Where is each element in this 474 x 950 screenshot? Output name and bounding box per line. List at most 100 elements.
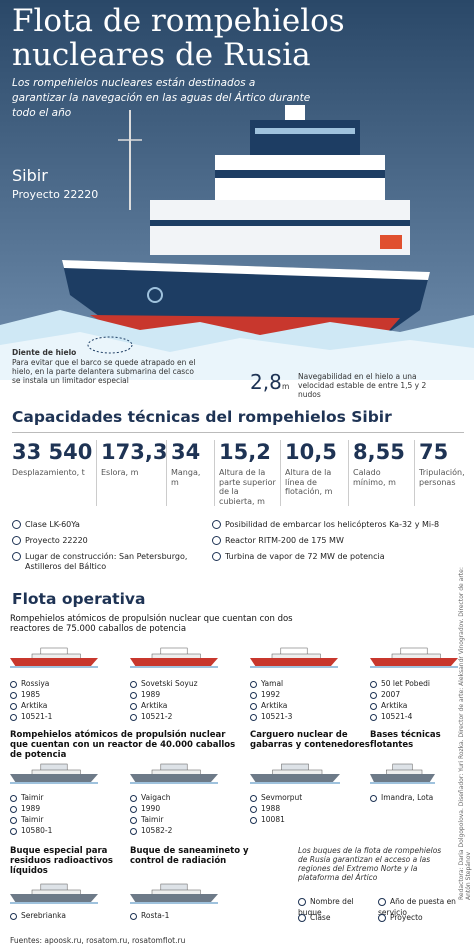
stat-label: Manga, m <box>171 468 201 487</box>
ship-name: Sovetski Soyuz <box>130 678 198 689</box>
ship-project: Proyecto 22220 <box>12 188 99 201</box>
legend-item: Clase <box>298 912 378 923</box>
ship-field-icon <box>250 794 257 802</box>
ship-field-icon <box>10 794 17 802</box>
ship-class-text: Arktika <box>141 701 168 710</box>
legend-icon <box>298 898 306 906</box>
ship-year-text: 1992 <box>261 690 281 699</box>
ship-name-text: 50 let Pobedi <box>381 679 431 688</box>
ship-project: 10582-2 <box>130 825 172 836</box>
ship-field-icon <box>370 691 377 699</box>
ship-class: Arktika <box>130 700 167 711</box>
feature-icon <box>212 520 221 529</box>
stat: 34 Manga, m <box>166 440 214 506</box>
ship-name: Sibir <box>12 166 48 185</box>
legend-icon <box>298 914 306 922</box>
ship-name-text: Imandra, Lota <box>381 793 434 802</box>
ice-tooth-title: Diente de hielo <box>12 348 77 357</box>
fleet-note: Los buques de la flota de rompehielos de… <box>298 846 442 882</box>
ship-name-text: Rossiya <box>21 679 50 688</box>
legend-item: Año de puesta en servicio <box>378 896 458 918</box>
legend-icon <box>378 914 386 922</box>
ship-field-icon <box>370 680 377 688</box>
stat-label: Eslora, m <box>101 468 139 477</box>
ice-tooth-text: Para evitar que el barco se quede atrapa… <box>12 358 196 385</box>
stat-value: 34 <box>171 440 201 464</box>
ship-year: 1985 <box>10 689 40 700</box>
ship-icon <box>10 763 98 784</box>
legend-item: Nombre del buque <box>298 896 378 918</box>
ship-project-text: 10521-4 <box>381 712 413 721</box>
ship-project-text: 10521-1 <box>21 712 53 721</box>
ship-year-text: 2007 <box>381 690 401 699</box>
ship-field-icon <box>250 805 257 813</box>
feature-icon <box>12 536 21 545</box>
ship-name-text: Taimir <box>21 793 44 802</box>
feature-text: Lugar de construcción: San Petersburgo, … <box>25 552 188 571</box>
group-title: Carguero nuclear de gabarras y contenedo… <box>250 730 370 750</box>
stat: 173,3 Eslora, m <box>96 440 168 506</box>
ship-illustration <box>0 105 474 380</box>
ship-field-icon <box>10 912 17 920</box>
stat-value: 10,5 <box>285 440 337 464</box>
feature-text: Proyecto 22220 <box>25 536 88 545</box>
ship-name: Serebrianka <box>10 910 66 921</box>
stats-row: 33 540 Desplazamiento, t 173,3 Eslora, m 34 M… <box>8 440 468 506</box>
ship-project-text: 10521-2 <box>141 712 173 721</box>
ship-year: 1989 <box>10 803 40 814</box>
ship-project-text: 10580-1 <box>21 826 53 835</box>
ship-name: Taimir <box>10 792 44 803</box>
ship-field-icon <box>10 680 17 688</box>
ice-value: 2,8 <box>250 370 282 394</box>
ship-field-icon <box>130 794 137 802</box>
group-title: Rompehielos atómicos de propulsión nucle… <box>10 614 293 634</box>
ship-name-text: Serebrianka <box>21 911 66 920</box>
ship-project: 10521-3 <box>250 711 292 722</box>
stat: 10,5 Altura de la línea de flotación, m <box>280 440 348 506</box>
feature-icon <box>12 552 21 561</box>
ship-class-text: Arktika <box>261 701 288 710</box>
legend-icon <box>378 898 386 906</box>
ship-year-text: 1985 <box>21 690 41 699</box>
ship-year: 1989 <box>130 689 160 700</box>
ship-field-icon <box>10 713 17 721</box>
group-title: Buque de saneamineto y control de radiac… <box>130 846 249 866</box>
ship-year-text: 1989 <box>21 804 41 813</box>
subtitle: Los rompehielos nucleares están destinad… <box>12 77 311 119</box>
stat-label: Calado mínimo, m <box>353 468 396 487</box>
ship-field-icon <box>370 794 377 802</box>
ship-project: 10521-1 <box>10 711 52 722</box>
feature: Proyecto 22220 <box>12 536 202 546</box>
feature-icon <box>12 520 21 529</box>
ship-name-text: Sevmorput <box>261 793 303 802</box>
stat-label: Altura de la parte superior de la cubier… <box>219 468 276 506</box>
ship-name: Yamal <box>250 678 283 689</box>
feature-text: Clase LK-60Ya <box>25 520 80 529</box>
ship-field-icon <box>250 713 257 721</box>
ship-icon <box>130 763 218 784</box>
ship-project-text: 10582-2 <box>141 826 173 835</box>
ship-name: Rossiya <box>10 678 49 689</box>
ship-class-text: Arktika <box>381 701 408 710</box>
ship-field-icon <box>250 680 257 688</box>
stat-value: 173,3 <box>101 440 168 464</box>
ship-class: Taimir <box>130 814 164 825</box>
ship-project: 10521-4 <box>370 711 412 722</box>
stat-value: 15,2 <box>219 440 271 464</box>
ship-class: Arktika <box>370 700 407 711</box>
ship-icon <box>10 883 98 904</box>
ship-field-icon <box>370 713 377 721</box>
ship-name-text: Rosta-1 <box>141 911 170 920</box>
ship-field-icon <box>130 912 137 920</box>
ship-field-icon <box>10 691 17 699</box>
ship-field-icon <box>130 702 137 710</box>
ship-class: Taimir <box>10 814 44 825</box>
ship-name: Rosta-1 <box>130 910 169 921</box>
ship-icon <box>130 647 218 668</box>
ship-year: 2007 <box>370 689 400 700</box>
feature-text: Reactor RITM-200 de 175 MW <box>225 536 344 545</box>
ship-class-text: Taimir <box>141 815 164 824</box>
ship-field-icon <box>250 702 257 710</box>
legend-text: Clase <box>310 913 331 922</box>
